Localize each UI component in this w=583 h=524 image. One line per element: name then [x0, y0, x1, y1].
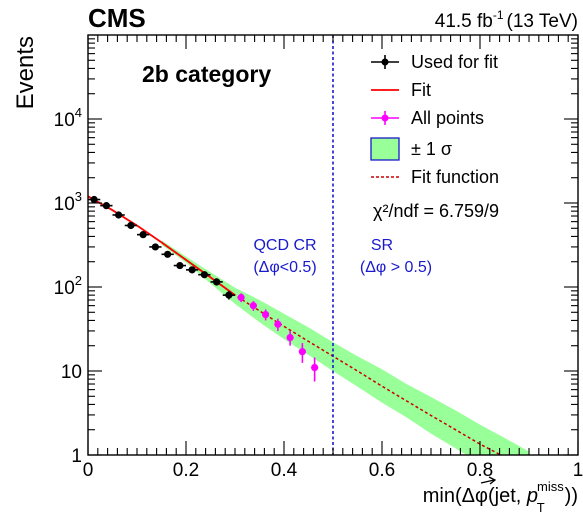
x-axis-title: min(Δφ(jet, pmiss T)) — [423, 476, 578, 515]
data-point — [298, 343, 306, 363]
point-marker — [286, 333, 294, 342]
data-point — [262, 309, 270, 321]
point-marker — [298, 348, 306, 356]
region-label-sr: SR (Δφ > 0.5) — [360, 237, 432, 276]
data-point — [311, 357, 319, 382]
point-marker — [311, 363, 319, 372]
svg-text:41.5 fb-1(13 TeV): 41.5 fb-1 (13 TeV) — [435, 8, 578, 32]
x-axis-vector-arrow-shaft — [480, 479, 495, 484]
point-marker — [164, 250, 172, 258]
data-point — [161, 250, 174, 258]
data-point — [286, 330, 294, 346]
ticks-layer — [87, 35, 579, 456]
legend-label-func: Fit function — [411, 167, 499, 187]
region-label-qcd-cr: QCD CR (Δφ<0.5) — [253, 237, 316, 276]
data-points-layer — [88, 195, 319, 382]
data-point — [198, 271, 211, 279]
region-label-qcd-cr-line1: QCD CR — [253, 237, 316, 254]
data-point — [210, 278, 223, 286]
legend-marker-all — [381, 114, 389, 122]
region-label-qcd-cr-line2: (Δφ<0.5) — [253, 259, 316, 276]
point-marker — [188, 266, 196, 274]
y-tick-label: 1 — [71, 446, 82, 467]
legend-label-fit: Fit — [411, 80, 431, 100]
y-tick-label: 104 — [54, 105, 82, 131]
point-marker — [176, 261, 184, 270]
x-tick-label: 0.2 — [173, 460, 199, 481]
data-point — [186, 266, 199, 274]
data-point — [100, 202, 113, 210]
lumi-value: 41.5 fb — [435, 11, 493, 32]
legend-label-all: All points — [411, 108, 484, 128]
point-marker — [90, 195, 98, 204]
tick-labels-layer: 0 0.2 0.4 0.6 0.8 1 1 10 102 103 104 — [54, 105, 583, 481]
data-point — [137, 231, 150, 239]
experiment-label: CMS — [88, 3, 146, 33]
legend-chi2: χ²/ndf = 6.759/9 — [373, 201, 499, 221]
point-marker — [262, 310, 270, 319]
data-point — [274, 318, 282, 331]
legend: Used for fit Fit All points ± 1 σ Fit fu… — [370, 52, 499, 221]
point-marker — [127, 221, 135, 230]
point-marker — [151, 243, 159, 251]
x-axis-title-vector: p — [526, 485, 538, 507]
region-label-sr-line1: SR — [371, 237, 393, 254]
lumi-label: 41.5 fb-1 (13 TeV) — [435, 8, 578, 32]
point-marker — [237, 293, 245, 302]
y-tick-label: 102 — [54, 273, 82, 299]
legend-entry-used: Used for fit — [371, 52, 498, 72]
point-marker — [139, 231, 147, 239]
data-point — [149, 243, 162, 251]
x-tick-label: 0.6 — [369, 460, 395, 481]
y-tick-label: 103 — [54, 189, 82, 215]
x-axis-title-prefix: min(Δφ(jet, — [423, 485, 527, 507]
error-band-layer — [161, 240, 529, 455]
legend-entry-all: All points — [371, 108, 484, 128]
point-marker — [249, 302, 257, 310]
point-marker — [200, 271, 208, 279]
region-label-sr-line2: (Δφ > 0.5) — [360, 259, 432, 276]
x-tick-label: 0.8 — [467, 460, 493, 481]
x-axis-vector-arrow-head — [488, 476, 497, 485]
point-marker — [274, 320, 282, 328]
point-marker — [115, 211, 123, 219]
y-tick-label: 10 — [61, 362, 82, 383]
x-tick-label: 1 — [573, 460, 583, 481]
legend-label-band: ± 1 σ — [411, 139, 452, 159]
fit-function-curve — [161, 241, 503, 455]
x-axis-title-subscript: T — [537, 500, 545, 515]
legend-marker-band — [370, 137, 400, 161]
y-axis-title: Events — [12, 36, 39, 109]
fit-curve — [88, 195, 236, 296]
data-point — [222, 291, 235, 300]
point-marker — [213, 278, 221, 286]
data-point — [112, 211, 125, 219]
x-tick-label: 0 — [83, 460, 94, 481]
lumi-exponent: -1 — [493, 8, 504, 22]
point-marker — [102, 202, 110, 210]
data-point — [237, 293, 245, 303]
data-point — [88, 195, 101, 204]
data-point — [249, 301, 257, 311]
legend-entry-band: ± 1 σ — [370, 137, 452, 161]
legend-label-used: Used for fit — [411, 52, 498, 72]
x-axis-title-superscript: miss — [537, 479, 564, 494]
x-tick-label: 0.4 — [271, 460, 298, 481]
category-label: 2b category — [142, 61, 271, 87]
legend-entry-fit: Fit — [371, 80, 431, 100]
point-marker — [225, 291, 233, 299]
data-point — [124, 221, 137, 230]
curve-layer — [88, 195, 503, 455]
legend-marker-used — [381, 58, 389, 66]
legend-entry-func: Fit function — [371, 167, 499, 187]
x-axis-title-suffix: )) — [565, 485, 578, 507]
error-band — [161, 240, 529, 455]
lumi-energy: (13 TeV) — [507, 11, 578, 32]
data-point — [173, 261, 186, 270]
